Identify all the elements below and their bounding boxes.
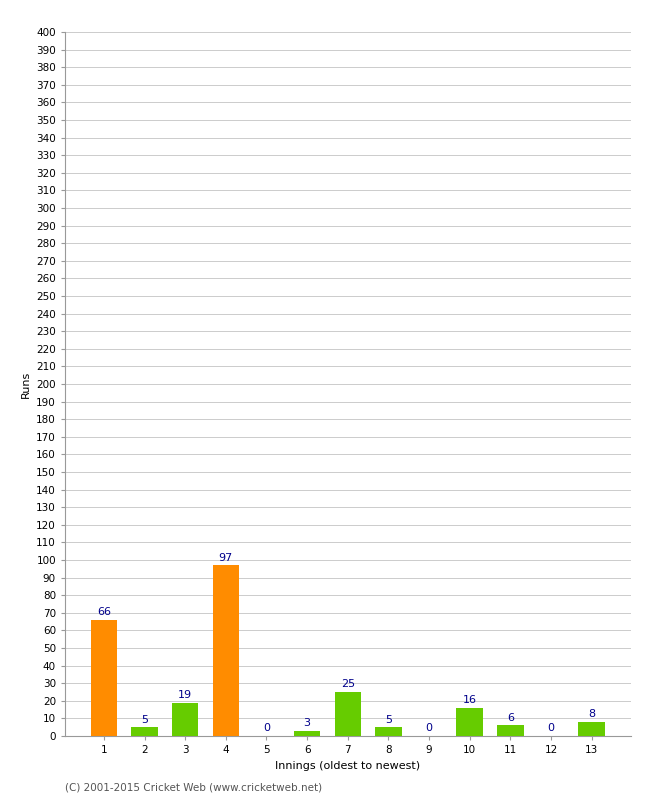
Text: 97: 97 <box>218 553 233 562</box>
Bar <box>131 727 158 736</box>
Text: 66: 66 <box>97 607 111 618</box>
Text: 19: 19 <box>178 690 192 700</box>
Text: (C) 2001-2015 Cricket Web (www.cricketweb.net): (C) 2001-2015 Cricket Web (www.cricketwe… <box>65 782 322 792</box>
Text: 16: 16 <box>463 695 476 706</box>
Text: 0: 0 <box>426 723 432 734</box>
X-axis label: Innings (oldest to newest): Innings (oldest to newest) <box>275 761 421 770</box>
Bar <box>375 727 402 736</box>
Bar <box>335 692 361 736</box>
Bar <box>497 726 523 736</box>
Text: 5: 5 <box>385 714 392 725</box>
Text: 0: 0 <box>263 723 270 734</box>
Text: 8: 8 <box>588 710 595 719</box>
Bar <box>91 620 117 736</box>
Text: 25: 25 <box>341 679 355 690</box>
Text: 6: 6 <box>507 713 514 723</box>
Text: 3: 3 <box>304 718 311 728</box>
Text: 5: 5 <box>141 714 148 725</box>
Bar <box>213 566 239 736</box>
Bar <box>578 722 604 736</box>
Text: 0: 0 <box>547 723 554 734</box>
Bar <box>456 708 483 736</box>
Bar <box>294 730 320 736</box>
Bar <box>172 702 198 736</box>
Y-axis label: Runs: Runs <box>21 370 31 398</box>
